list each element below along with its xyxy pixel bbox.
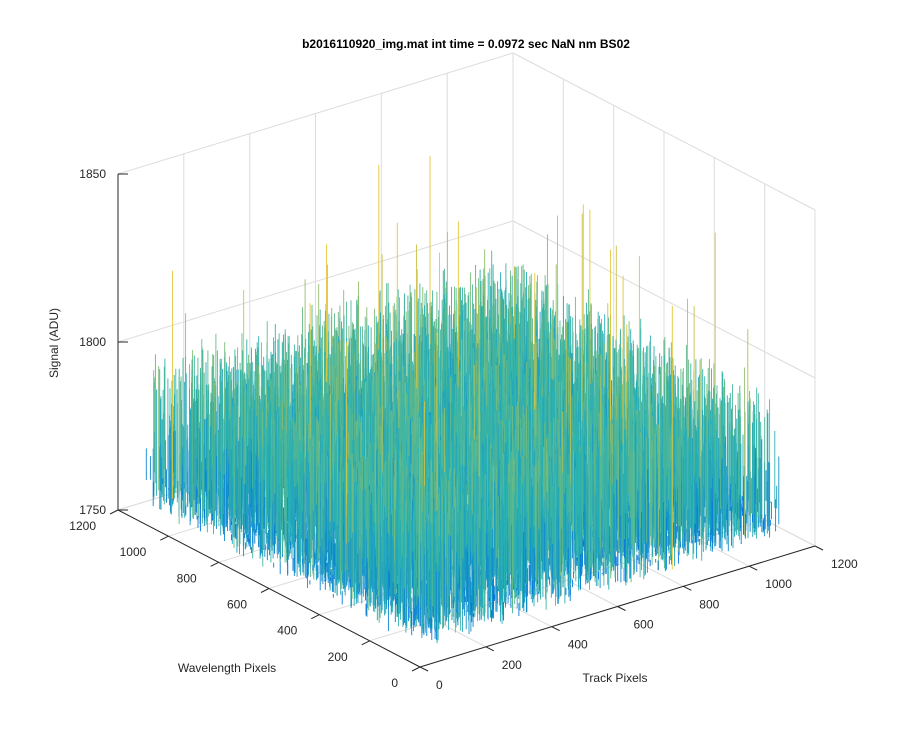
surface-layer	[145, 155, 780, 644]
grid-line	[117, 52, 514, 175]
grid-line	[512, 220, 816, 379]
grid-line	[512, 52, 816, 211]
